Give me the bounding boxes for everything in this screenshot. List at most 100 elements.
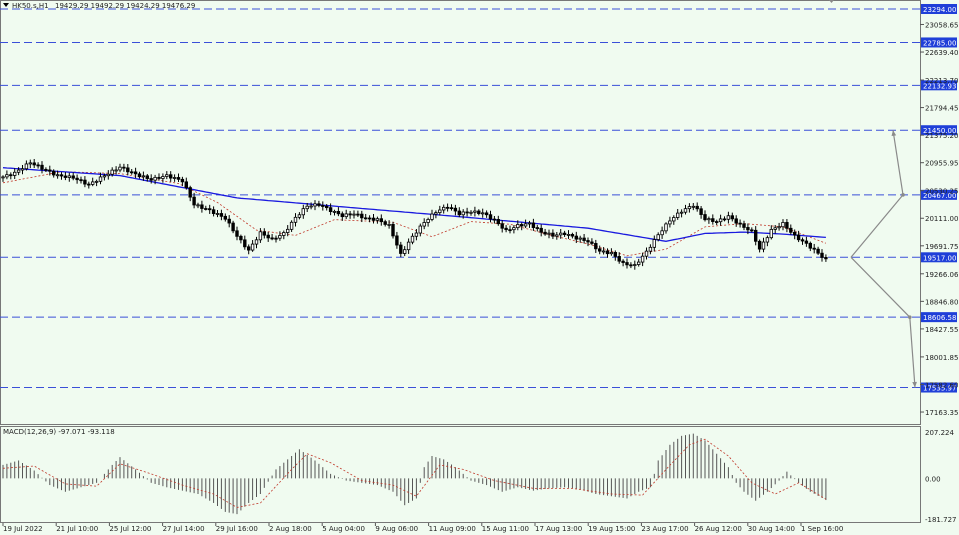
candle-body xyxy=(67,175,71,178)
moving-averages xyxy=(2,167,827,257)
candle-body xyxy=(289,221,294,230)
level-label-box xyxy=(921,37,957,48)
projection-arrows xyxy=(850,130,917,388)
time-axis: 19 Jul 2022 21 Jul 10:00 25 Jul 12:00 27 Ju… xyxy=(2,523,843,533)
candle-body xyxy=(726,215,731,220)
level-label: 21450.00 xyxy=(923,127,956,135)
candle-body xyxy=(605,250,610,255)
candle-body xyxy=(106,173,110,177)
candle-body xyxy=(687,206,692,210)
candle-body xyxy=(527,222,532,225)
price-tick-label: 21375.20 xyxy=(925,132,958,140)
candle-body xyxy=(711,218,715,222)
candle-body xyxy=(742,223,746,228)
level-label: 19517.00 xyxy=(923,254,956,262)
candle-body xyxy=(765,237,770,243)
candle-body xyxy=(114,169,118,172)
candle-body xyxy=(734,218,738,224)
dropdown-triangle-icon[interactable] xyxy=(3,3,9,7)
candle-body xyxy=(1,176,5,179)
candle-body xyxy=(434,212,438,215)
candle-body xyxy=(262,231,266,236)
candle-body xyxy=(516,224,520,229)
candle-body xyxy=(293,216,298,223)
candle-body xyxy=(668,220,672,225)
candle-body xyxy=(44,168,48,171)
candle-body xyxy=(383,221,387,225)
candle-body xyxy=(535,227,539,229)
macd-panel-frame xyxy=(0,426,921,523)
candle-body xyxy=(336,210,341,215)
candle-body xyxy=(637,261,641,265)
candle-body xyxy=(360,213,364,219)
candle-body xyxy=(496,219,500,225)
level-label-box xyxy=(921,125,957,136)
candle-body xyxy=(461,211,465,216)
macd-tick-label: -181.727 xyxy=(925,516,956,524)
candle-body xyxy=(715,221,719,223)
macd-title: MACD(12,26,9) -97.071 -93.118 xyxy=(3,428,115,436)
candle-body xyxy=(239,235,243,241)
time-tick-label: 30 Aug 14:00 xyxy=(748,525,795,533)
candle-body xyxy=(633,264,637,266)
candle-body xyxy=(703,214,707,221)
candle-body xyxy=(110,169,114,175)
candle-body xyxy=(219,213,224,217)
candle-body xyxy=(340,213,344,218)
candle-body xyxy=(375,218,380,221)
candle-body xyxy=(317,203,321,206)
candle-body xyxy=(777,226,781,229)
candle-body xyxy=(508,229,512,232)
ma-blue-line xyxy=(2,167,826,242)
candle-body xyxy=(465,211,469,214)
candle-body xyxy=(91,181,95,185)
macd-tick-label: 207.224 xyxy=(925,429,954,437)
candle-body xyxy=(285,228,290,233)
candle-body xyxy=(523,223,528,227)
candle-body xyxy=(87,183,91,186)
price-tick-label: 17163.35 xyxy=(925,409,958,417)
time-tick-label: 1 Sep 16:00 xyxy=(801,525,843,533)
candle-body xyxy=(570,234,575,237)
candle-body xyxy=(24,163,29,170)
candle-body xyxy=(492,218,497,221)
candle-body xyxy=(266,234,270,239)
candle-body xyxy=(804,240,809,244)
candle-body xyxy=(9,174,13,177)
time-tick-label: 17 Aug 13:00 xyxy=(535,525,582,533)
candle-body xyxy=(352,213,356,216)
level-label-box xyxy=(921,80,957,91)
main-panel-frame xyxy=(0,0,921,425)
candle-body xyxy=(539,227,543,233)
candle-body xyxy=(184,181,188,188)
candle-body xyxy=(559,232,563,236)
candle-body xyxy=(122,166,126,169)
candle-body xyxy=(235,230,239,237)
scroll-marker-icon[interactable] xyxy=(829,0,834,3)
candle-body xyxy=(625,262,629,266)
time-tick-label: 11 Aug 09:00 xyxy=(429,525,476,533)
candle-body xyxy=(812,247,816,250)
candle-body xyxy=(133,171,138,175)
candle-body xyxy=(406,241,411,251)
candle-body xyxy=(270,237,274,240)
candle-body xyxy=(816,248,820,254)
candle-body xyxy=(695,205,699,210)
price-tick-label: 18846.80 xyxy=(925,298,958,306)
candle-body xyxy=(227,218,231,224)
candle-body xyxy=(648,246,653,252)
candle-body xyxy=(566,234,571,236)
candle-body xyxy=(480,212,485,215)
symbol-label: HK50.s,H1 xyxy=(12,2,49,10)
time-tick-label: 23 Aug 17:00 xyxy=(641,525,688,533)
candle-body xyxy=(598,248,602,252)
projection-arrowhead-icon xyxy=(912,381,917,388)
candle-body xyxy=(28,162,32,165)
candle-body xyxy=(718,218,723,223)
candle-body xyxy=(672,217,676,222)
candle-body xyxy=(621,260,625,263)
candle-body xyxy=(274,237,278,240)
price-tick-label: 18001.85 xyxy=(925,354,958,362)
candle-body xyxy=(800,239,805,242)
